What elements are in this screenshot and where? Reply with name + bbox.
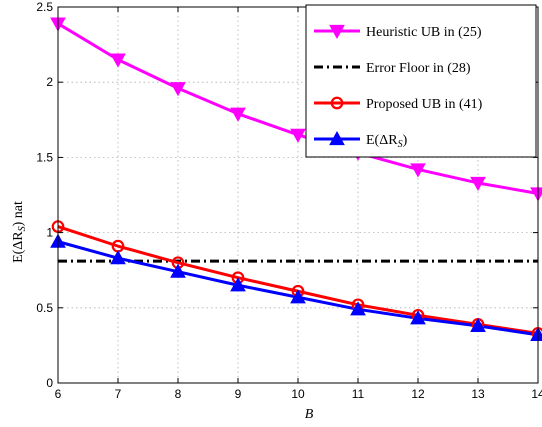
y-tick-label: 2	[46, 75, 53, 89]
legend-label-2: Error Floor in (28)	[366, 61, 471, 76]
y-tick-label: 1	[46, 226, 53, 240]
series-1-point	[470, 176, 486, 191]
series-1-point	[290, 128, 306, 143]
x-tick-label: 12	[411, 387, 425, 401]
x-tick-label: 13	[471, 387, 485, 401]
x-axis-label: B	[305, 407, 314, 422]
x-tick-label: 6	[55, 387, 62, 401]
x-tick-label: 10	[291, 387, 305, 401]
series-4-point	[350, 301, 366, 316]
y-tick-label: 0.5	[36, 301, 53, 315]
x-tick-label: 8	[175, 387, 182, 401]
series-1-point	[170, 82, 186, 97]
series-4-point	[290, 289, 306, 304]
y-tick-label: 0	[46, 376, 53, 390]
series-4-point	[170, 263, 186, 278]
y-tick-label: 2.5	[36, 0, 53, 14]
y-tick-label: 1.5	[36, 150, 53, 164]
x-tick-labels: 6 7 8 9 10 11 12 13 14	[55, 387, 542, 401]
series-4-point	[470, 317, 486, 332]
series-4-point	[110, 250, 126, 265]
y-axis-label: E(ΔRS) nat	[11, 201, 28, 263]
series-4-point	[410, 310, 426, 325]
legend-marker-1	[329, 24, 345, 40]
x-tick-label: 11	[352, 387, 365, 401]
x-tick-label: 7	[115, 387, 122, 401]
series-1-point	[230, 107, 246, 122]
x-tick-label: 14	[531, 387, 542, 401]
series-4-point	[230, 277, 246, 292]
legend-marker-3	[330, 96, 344, 110]
legend: Heuristic UB in (25) Error Floor in (28) P…	[305, 4, 537, 158]
legend-marker-4	[329, 130, 345, 146]
legend-label-4: E(ΔRS)	[366, 133, 408, 150]
y-tick-labels: 0 0.5 1 1.5 2 2.5	[36, 0, 53, 390]
legend-label-1: Heuristic UB in (25)	[366, 25, 482, 40]
x-tick-label: 9	[235, 387, 242, 401]
series-1-point	[110, 53, 126, 68]
series-1-point	[410, 163, 426, 178]
legend-label-3: Proposed UB in (41)	[366, 97, 483, 112]
